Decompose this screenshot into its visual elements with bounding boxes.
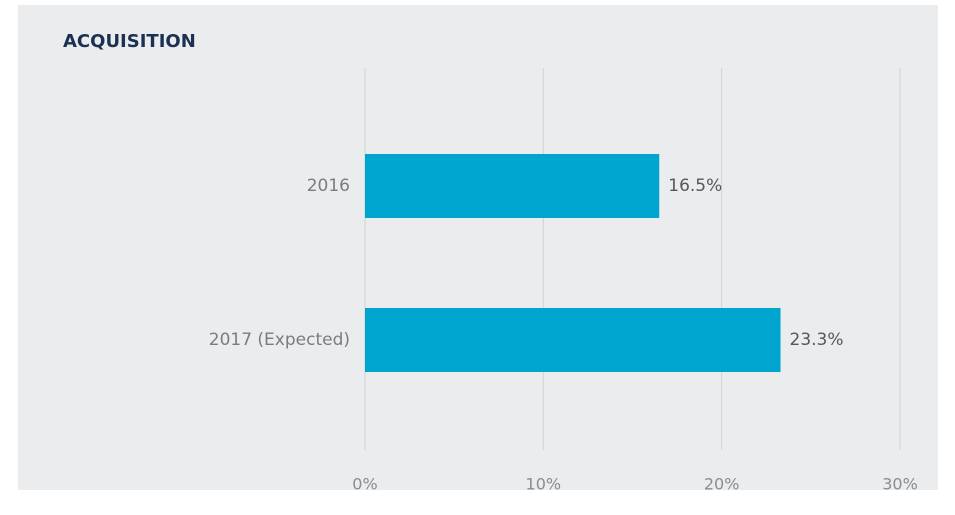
- bar: [365, 154, 660, 218]
- x-tick-label: 0%: [352, 475, 377, 494]
- chart-background: [18, 5, 938, 490]
- y-tick-label: 2016: [307, 176, 350, 196]
- value-label: 23.3%: [790, 330, 844, 350]
- x-tick-label: 30%: [882, 475, 918, 494]
- y-tick-label: 2017 (Expected): [209, 330, 350, 350]
- chart-title: ACQUISITION: [63, 31, 196, 52]
- x-tick-label: 10%: [526, 475, 562, 494]
- bar: [365, 308, 781, 372]
- x-tick-label: 20%: [704, 475, 740, 494]
- value-label: 16.5%: [668, 176, 722, 196]
